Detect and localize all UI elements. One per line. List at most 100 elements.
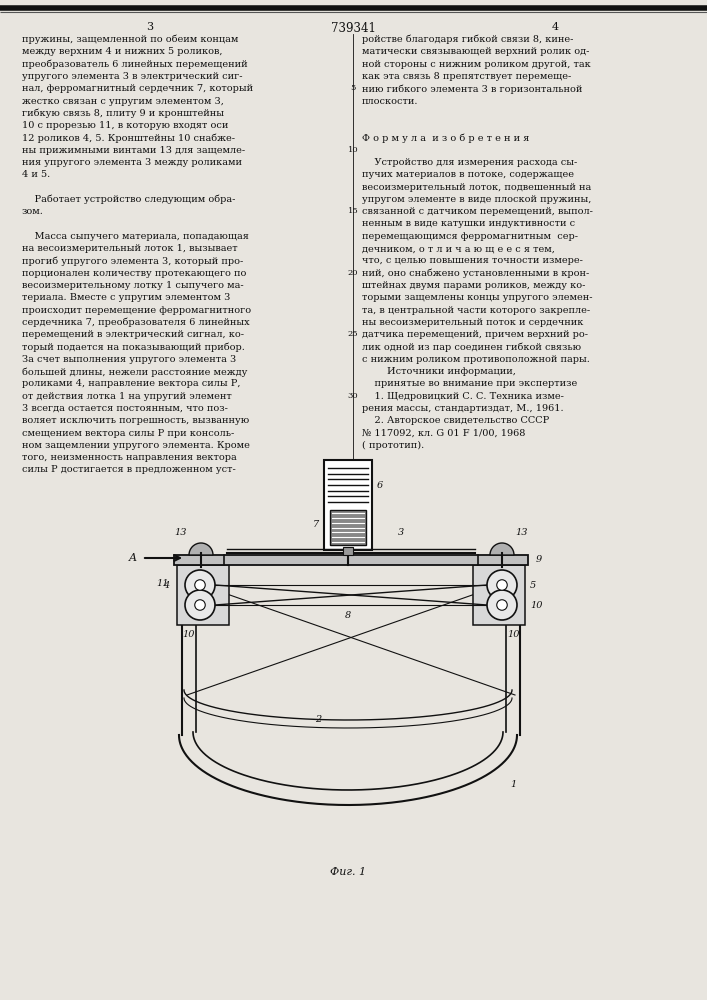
Text: 10: 10 <box>348 146 358 154</box>
Text: 13: 13 <box>515 528 528 537</box>
Text: 12 роликов 4, 5. Кронштейны 10 снабже-: 12 роликов 4, 5. Кронштейны 10 снабже- <box>22 133 235 143</box>
Text: зом.: зом. <box>22 207 44 216</box>
Text: Устройство для измерения расхода сы-: Устройство для измерения расхода сы- <box>362 158 577 167</box>
Bar <box>174 555 528 565</box>
Text: жестко связан с упругим элементом 3,: жестко связан с упругим элементом 3, <box>22 97 224 105</box>
Text: смещением вектора силы Р при консоль-: смещением вектора силы Р при консоль- <box>22 429 234 438</box>
Bar <box>324 460 372 550</box>
Text: ройстве благодаря гибкой связи 8, кине-: ройстве благодаря гибкой связи 8, кине- <box>362 35 573 44</box>
Text: 10: 10 <box>530 600 542 609</box>
Bar <box>330 510 366 545</box>
Text: 20: 20 <box>348 269 358 277</box>
Text: силы Р достигается в предложенном уст-: силы Р достигается в предложенном уст- <box>22 466 235 475</box>
Text: нал, ферромагнитный сердечник 7, который: нал, ферромагнитный сердечник 7, который <box>22 84 253 93</box>
Text: 739341: 739341 <box>331 22 375 35</box>
Text: 1. Щедровицкий С. С. Техника изме-: 1. Щедровицкий С. С. Техника изме- <box>362 392 564 401</box>
Text: весоизмерительный лоток, подвешенный на: весоизмерительный лоток, подвешенный на <box>362 183 591 192</box>
Circle shape <box>497 600 507 610</box>
Text: роликами 4, направление вектора силы Р,: роликами 4, направление вектора силы Р, <box>22 379 240 388</box>
Circle shape <box>497 580 507 590</box>
Text: матически связывающей верхний ролик од-: матически связывающей верхний ролик од- <box>362 47 590 56</box>
Text: 3: 3 <box>146 22 153 32</box>
Text: 3 всегда остается постоянным, что поз-: 3 всегда остается постоянным, что поз- <box>22 404 228 413</box>
Wedge shape <box>189 543 213 555</box>
Text: 11: 11 <box>156 579 169 588</box>
Text: 3: 3 <box>398 528 404 537</box>
Text: 5: 5 <box>530 580 536 589</box>
Text: 2: 2 <box>315 715 321 724</box>
Bar <box>177 565 229 625</box>
Circle shape <box>194 580 205 590</box>
Text: 25: 25 <box>348 330 358 338</box>
Text: большей длины, нежели расстояние между: большей длины, нежели расстояние между <box>22 367 247 377</box>
Text: Источники информации,: Источники информации, <box>362 367 516 376</box>
Text: 13: 13 <box>175 528 187 537</box>
Text: плоскости.: плоскости. <box>362 97 419 105</box>
Text: Работает устройство следующим обра-: Работает устройство следующим обра- <box>22 195 235 204</box>
Text: 8: 8 <box>345 610 351 619</box>
Text: принятые во внимание при экспертизе: принятые во внимание при экспертизе <box>362 379 577 388</box>
Text: порционален количеству протекающего по: порционален количеству протекающего по <box>22 269 246 278</box>
Text: от действия лотка 1 на упругий элемент: от действия лотка 1 на упругий элемент <box>22 392 232 401</box>
Wedge shape <box>490 543 514 555</box>
Text: 10: 10 <box>182 630 194 639</box>
Text: рения массы, стандартиздат, М., 1961.: рения массы, стандартиздат, М., 1961. <box>362 404 563 413</box>
Text: между верхним 4 и нижних 5 роликов,: между верхним 4 и нижних 5 роликов, <box>22 47 223 56</box>
Circle shape <box>185 590 215 620</box>
Text: пучих материалов в потоке, содержащее: пучих материалов в потоке, содержащее <box>362 170 574 179</box>
Circle shape <box>194 600 205 610</box>
Bar <box>343 547 353 555</box>
Text: ны прижимными винтами 13 для защемле-: ны прижимными винтами 13 для защемле- <box>22 146 245 155</box>
Text: весоизмерительному лотку 1 сыпучего ма-: весоизмерительному лотку 1 сыпучего ма- <box>22 281 244 290</box>
Text: перемещений в электрический сигнал, ко-: перемещений в электрический сигнал, ко- <box>22 330 244 339</box>
Text: ний, оно снабжено установленными в крон-: ний, оно снабжено установленными в крон- <box>362 269 589 278</box>
Text: 10: 10 <box>508 630 520 639</box>
Text: За счет выполнения упругого элемента 3: За счет выполнения упругого элемента 3 <box>22 355 236 364</box>
Text: 7: 7 <box>312 520 319 529</box>
Text: с нижним роликом противоположной пары.: с нижним роликом противоположной пары. <box>362 355 590 364</box>
Text: Масса сыпучего материала, попадающая: Масса сыпучего материала, попадающая <box>22 232 249 241</box>
Text: дечником, о т л и ч а ю щ е е с я тем,: дечником, о т л и ч а ю щ е е с я тем, <box>362 244 555 253</box>
Text: упругом элементе в виде плоской пружины,: упругом элементе в виде плоской пружины, <box>362 195 591 204</box>
Bar <box>473 565 525 625</box>
Text: происходит перемещение ферромагнитного: происходит перемещение ферромагнитного <box>22 306 251 315</box>
Text: A: A <box>129 553 137 563</box>
Text: того, неизменность направления вектора: того, неизменность направления вектора <box>22 453 237 462</box>
Text: 30: 30 <box>348 392 358 400</box>
Text: сердечника 7, преобразователя 6 линейных: сердечника 7, преобразователя 6 линейных <box>22 318 250 327</box>
Text: прогиб упругого элемента 3, который про-: прогиб упругого элемента 3, который про- <box>22 256 243 266</box>
Text: что, с целью повышения точности измере-: что, с целью повышения точности измере- <box>362 256 583 265</box>
Text: та, в центральной части которого закрепле-: та, в центральной части которого закрепл… <box>362 306 590 315</box>
Text: 5: 5 <box>350 84 356 92</box>
Text: № 117092, кл. G 01 F 1/00, 1968: № 117092, кл. G 01 F 1/00, 1968 <box>362 429 525 438</box>
Text: нию гибкого элемента 3 в горизонтальной: нию гибкого элемента 3 в горизонтальной <box>362 84 583 94</box>
Text: 4: 4 <box>163 580 169 589</box>
Circle shape <box>487 590 517 620</box>
Text: ном защемлении упругого элемента. Кроме: ном защемлении упругого элемента. Кроме <box>22 441 250 450</box>
Text: ной стороны с нижним роликом другой, так: ной стороны с нижним роликом другой, так <box>362 60 591 69</box>
Text: торый подается на показывающий прибор.: торый подается на показывающий прибор. <box>22 342 245 352</box>
Text: упругого элемента 3 в электрический сиг-: упругого элемента 3 в электрический сиг- <box>22 72 243 81</box>
Text: ненным в виде катушки индуктивности с: ненным в виде катушки индуктивности с <box>362 220 575 229</box>
Text: штейнах двумя парами роликов, между ко-: штейнах двумя парами роликов, между ко- <box>362 281 585 290</box>
Text: Ф о р м у л а  и з о б р е т е н и я: Ф о р м у л а и з о б р е т е н и я <box>362 133 530 143</box>
Text: 6: 6 <box>377 481 383 489</box>
Text: лик одной из пар соединен гибкой связью: лик одной из пар соединен гибкой связью <box>362 342 581 352</box>
Text: преобразователь 6 линейных перемещений: преобразователь 6 линейных перемещений <box>22 60 247 69</box>
Text: торыми защемлены концы упругого элемен-: торыми защемлены концы упругого элемен- <box>362 293 592 302</box>
Text: 4: 4 <box>551 22 559 32</box>
Circle shape <box>185 570 215 600</box>
Text: как эта связь 8 препятствует перемеще-: как эта связь 8 препятствует перемеще- <box>362 72 571 81</box>
Text: ны весоизмерительный поток и сердечник: ны весоизмерительный поток и сердечник <box>362 318 583 327</box>
Text: Фиг. 1: Фиг. 1 <box>330 867 366 877</box>
Circle shape <box>487 570 517 600</box>
Text: 9: 9 <box>536 556 542 564</box>
Text: 2. Авторское свидетельство СССР: 2. Авторское свидетельство СССР <box>362 416 549 425</box>
Text: пружины, защемленной по обеим концам: пружины, защемленной по обеим концам <box>22 35 238 44</box>
Text: перемещающимся ферромагнитным  сер-: перемещающимся ферромагнитным сер- <box>362 232 578 241</box>
Text: ния упругого элемента 3 между роликами: ния упругого элемента 3 между роликами <box>22 158 242 167</box>
Text: гибкую связь 8, плиту 9 и кронштейны: гибкую связь 8, плиту 9 и кронштейны <box>22 109 224 118</box>
Text: 4 и 5.: 4 и 5. <box>22 170 50 179</box>
Text: териала. Вместе с упругим элементом 3: териала. Вместе с упругим элементом 3 <box>22 293 230 302</box>
Text: 15: 15 <box>348 207 358 215</box>
